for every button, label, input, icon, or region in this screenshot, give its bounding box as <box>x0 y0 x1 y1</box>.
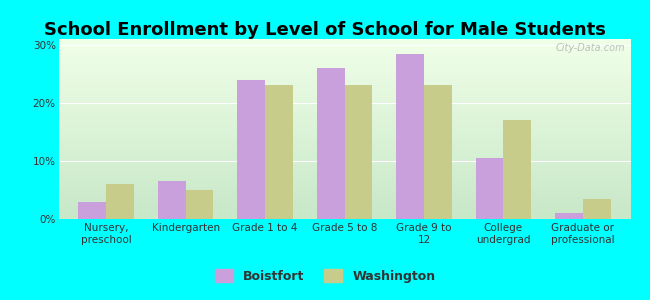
Bar <box>503 120 531 219</box>
Bar <box>583 199 610 219</box>
Bar <box>265 85 293 219</box>
Bar <box>106 184 134 219</box>
Bar <box>158 181 186 219</box>
Bar <box>79 202 106 219</box>
Bar <box>317 68 345 219</box>
Text: City-Data.com: City-Data.com <box>555 43 625 52</box>
Bar <box>237 80 265 219</box>
Text: School Enrollment by Level of School for Male Students: School Enrollment by Level of School for… <box>44 21 606 39</box>
Bar <box>396 53 424 219</box>
Bar <box>186 190 213 219</box>
Bar <box>476 158 503 219</box>
Bar <box>344 85 372 219</box>
Bar <box>424 85 452 219</box>
Bar <box>555 213 583 219</box>
Legend: Boistfort, Washington: Boistfort, Washington <box>209 264 441 288</box>
